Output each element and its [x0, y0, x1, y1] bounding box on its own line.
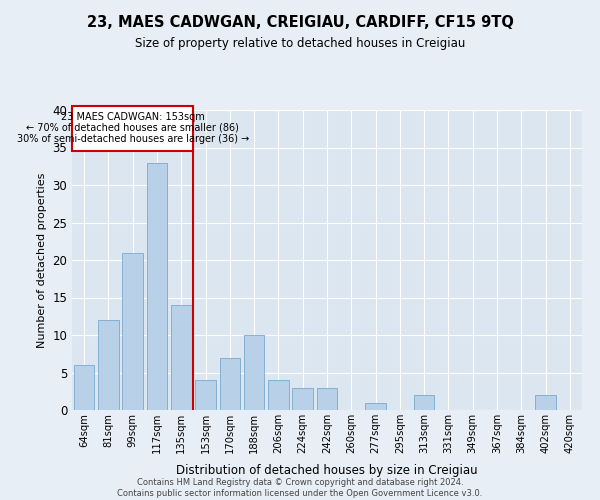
Bar [195, 380, 216, 410]
FancyBboxPatch shape [72, 106, 193, 151]
X-axis label: Distribution of detached houses by size in Creigiau: Distribution of detached houses by size … [176, 464, 478, 477]
Text: Size of property relative to detached houses in Creigiau: Size of property relative to detached ho… [135, 38, 465, 51]
Text: 30% of semi-detached houses are larger (36) →: 30% of semi-detached houses are larger (… [17, 134, 249, 144]
Y-axis label: Number of detached properties: Number of detached properties [37, 172, 47, 348]
Bar [535, 395, 556, 410]
Bar [122, 252, 143, 410]
Bar [268, 380, 289, 410]
Bar [365, 402, 386, 410]
Bar [292, 388, 313, 410]
Bar [220, 358, 240, 410]
Bar [317, 388, 337, 410]
Bar [74, 365, 94, 410]
Text: 23 MAES CADWGAN: 153sqm: 23 MAES CADWGAN: 153sqm [61, 112, 205, 122]
Text: ← 70% of detached houses are smaller (86): ← 70% of detached houses are smaller (86… [26, 122, 239, 132]
Bar [171, 305, 191, 410]
Bar [146, 162, 167, 410]
Text: Contains HM Land Registry data © Crown copyright and database right 2024.
Contai: Contains HM Land Registry data © Crown c… [118, 478, 482, 498]
Text: 23, MAES CADWGAN, CREIGIAU, CARDIFF, CF15 9TQ: 23, MAES CADWGAN, CREIGIAU, CARDIFF, CF1… [86, 15, 514, 30]
Bar [414, 395, 434, 410]
Bar [244, 335, 265, 410]
Bar [98, 320, 119, 410]
